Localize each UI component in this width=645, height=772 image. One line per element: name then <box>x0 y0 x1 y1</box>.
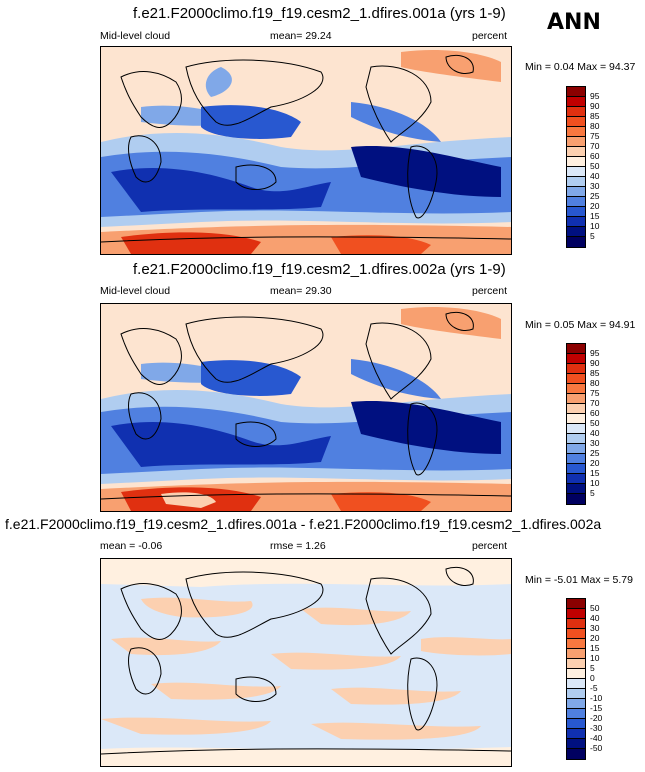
cbar-label: 95 <box>590 348 600 358</box>
panel3-rmse-label: rmse = 1.26 <box>270 540 326 552</box>
cbar-label: -15 <box>590 703 603 713</box>
cbar-label: -20 <box>590 713 603 723</box>
cbar-label: -10 <box>590 693 603 703</box>
cbar-label: 70 <box>590 141 600 151</box>
panel2-mean-label: mean= 29.30 <box>270 285 332 297</box>
cbar-label: 10 <box>590 221 600 231</box>
cbar-label: 20 <box>590 633 600 643</box>
cbar-label: 30 <box>590 181 600 191</box>
cbar-label: 80 <box>590 121 600 131</box>
panel1-map-canvas <box>101 47 511 254</box>
panel1-units-label: percent <box>472 30 508 42</box>
panel2-map-canvas <box>101 304 511 511</box>
cbar-label: 25 <box>590 191 600 201</box>
panel1-mean-label: mean= 29.24 <box>270 30 332 42</box>
panel1-variable-label: Mid-level cloud <box>100 30 171 42</box>
cbar-label: 5 <box>590 663 595 673</box>
panel2-map <box>100 303 512 512</box>
panel2-colorbar-labels: 95 90 85 80 75 70 60 50 40 30 25 20 15 1… <box>590 348 620 508</box>
cbar-label: 10 <box>590 478 600 488</box>
cbar-label: 20 <box>590 201 600 211</box>
panel2-minmax: Min = 0.05 Max = 94.91 <box>525 319 636 331</box>
cbar-label: 25 <box>590 448 600 458</box>
panel1-colorbar-labels: 95 90 85 80 75 70 60 50 40 30 25 20 15 1… <box>590 91 620 251</box>
panel2-title: f.e21.F2000climo.f19_f19.cesm2_1.dfires.… <box>133 261 506 278</box>
cbar-label: 85 <box>590 111 600 121</box>
cbar-label: 5 <box>590 231 595 241</box>
cbar-label: 50 <box>590 603 600 613</box>
panel3-colorbar <box>566 598 586 760</box>
cbar-label: -30 <box>590 723 603 733</box>
cbar-label: 50 <box>590 161 600 171</box>
cbar-label: 5 <box>590 488 595 498</box>
panel3-map-canvas <box>101 559 511 766</box>
cbar-label: 30 <box>590 438 600 448</box>
cbar-label: 60 <box>590 408 600 418</box>
cbar-label: 30 <box>590 623 600 633</box>
cbar-label: 70 <box>590 398 600 408</box>
cbar-label: 90 <box>590 101 600 111</box>
cbar-label: 0 <box>590 673 595 683</box>
panel1-colorbar <box>566 86 586 248</box>
cbar-label: 75 <box>590 388 600 398</box>
cbar-label: 80 <box>590 378 600 388</box>
cbar-label: 15 <box>590 211 600 221</box>
cbar-label: 15 <box>590 468 600 478</box>
panel2-colorbar <box>566 343 586 505</box>
cbar-label: 85 <box>590 368 600 378</box>
cbar-label: -5 <box>590 683 598 693</box>
cbar-label: -50 <box>590 743 603 753</box>
panel2-variable-label: Mid-level cloud <box>100 285 171 297</box>
cbar-label: 75 <box>590 131 600 141</box>
cbar-label: -40 <box>590 733 603 743</box>
panel3-mean-label: mean = -0.06 <box>100 540 163 552</box>
cbar-label: 15 <box>590 643 600 653</box>
panel3-units-label: percent <box>472 540 508 552</box>
cbar-label: 95 <box>590 91 600 101</box>
panel3-minmax: Min = -5.01 Max = 5.79 <box>525 574 633 586</box>
cbar-label: 40 <box>590 613 600 623</box>
cbar-label: 10 <box>590 653 600 663</box>
panel1-minmax: Min = 0.04 Max = 94.37 <box>525 61 636 73</box>
cbar-label: 50 <box>590 418 600 428</box>
cbar-label: 20 <box>590 458 600 468</box>
season-label: ANN <box>547 10 601 35</box>
cbar-label: 90 <box>590 358 600 368</box>
cbar-label: 40 <box>590 428 600 438</box>
panel3-map <box>100 558 512 767</box>
panel3-title: f.e21.F2000climo.f19_f19.cesm2_1.dfires.… <box>5 516 602 532</box>
panel1-map <box>100 46 512 255</box>
cbar-label: 40 <box>590 171 600 181</box>
panel2-units-label: percent <box>472 285 508 297</box>
cbar-label: 60 <box>590 151 600 161</box>
panel1-title: f.e21.F2000climo.f19_f19.cesm2_1.dfires.… <box>133 5 506 22</box>
panel3-colorbar-labels: 50 40 30 20 15 10 5 0 -5 -10 -15 -20 -30… <box>590 603 620 763</box>
